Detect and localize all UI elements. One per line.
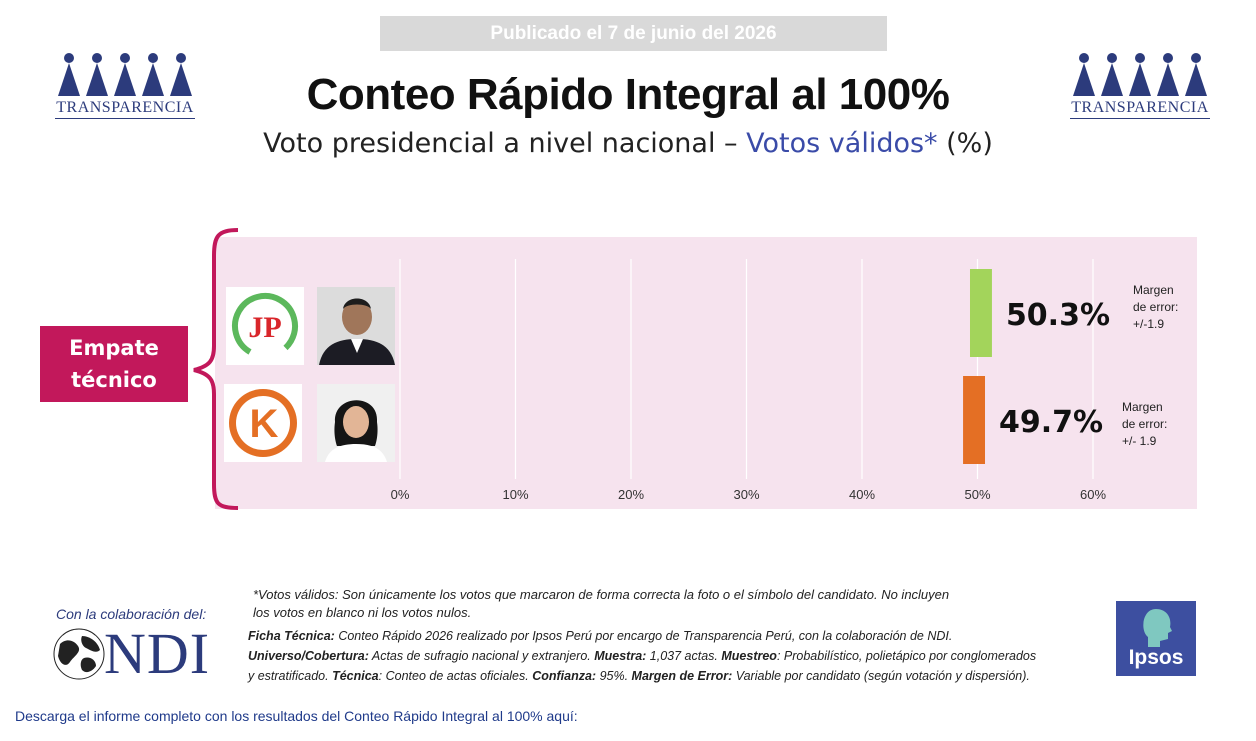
globe-icon — [53, 628, 105, 680]
x-tick-label: 40% — [849, 487, 875, 502]
curly-bracket — [193, 228, 239, 510]
x-tick-label: 20% — [618, 487, 644, 502]
votos-validos-note: *Votos válidos: Son únicamente los votos… — [253, 586, 1053, 622]
grid-lines — [399, 259, 1094, 479]
muestreo-label: Muestreo — [721, 649, 777, 663]
k-logo-icon: K — [229, 389, 297, 457]
page-subtitle: Voto presidencial a nivel nacional – Vot… — [200, 128, 1056, 159]
confianza-text: 95%. — [596, 669, 632, 683]
line3-start: y estratificado. — [248, 669, 333, 683]
margin-note-line: Margen — [1133, 283, 1174, 297]
jp-letters: JP — [248, 311, 281, 344]
subtitle-tail: (%) — [937, 128, 993, 159]
k-letter: K — [250, 402, 279, 446]
transparencia-logo-right: TRANSPARENCIA — [1070, 52, 1210, 124]
ficha-tecnica: Ficha Técnica: Conteo Rápido 2026 realiz… — [248, 626, 1098, 686]
person-silhouette-icon — [317, 287, 395, 365]
margin-note-line: +/- 1.9 — [1122, 434, 1157, 448]
x-tick-label: 0% — [391, 487, 410, 502]
margin-note-2: Margen de error: +/- 1.9 — [1122, 399, 1167, 450]
muestra-text: 1,037 actas. — [646, 649, 722, 663]
ficha-text: Conteo Rápido 2026 realizado por Ipsos P… — [334, 629, 953, 643]
ficha-line-1: Ficha Técnica: Conteo Rápido 2026 realiz… — [248, 626, 1098, 646]
logo-text: TRANSPARENCIA — [55, 99, 195, 119]
x-tick-label: 60% — [1080, 487, 1106, 502]
x-tick-label: 10% — [502, 487, 528, 502]
x-tick-label: 50% — [964, 487, 990, 502]
jp-logo-icon: JP — [232, 293, 298, 359]
votos-note-line-1: *Votos válidos: Son únicamente los votos… — [253, 587, 950, 602]
margin-note-1: Margen de error: +/-1.9 — [1133, 282, 1178, 333]
subtitle-accent: Votos válidos* — [746, 128, 938, 159]
badge-line-2: técnico — [71, 368, 157, 392]
ipsos-logo-text: Ipsos — [1128, 646, 1184, 669]
margin-note-line: +/-1.9 — [1133, 317, 1165, 331]
margen-label: Margen de Error: — [631, 669, 733, 683]
tecnica-text: : Conteo de actas oficiales. — [378, 669, 533, 683]
party-logo-k: K — [224, 384, 302, 462]
page-title: Conteo Rápido Integral al 100% — [306, 70, 950, 119]
chart-panel — [215, 237, 1197, 509]
margen-text: Variable por candidato (según votación y… — [732, 669, 1030, 683]
ficha-line-3: y estratificado. Técnica: Conteo de acta… — [248, 666, 1098, 686]
margin-note-line: de error: — [1122, 417, 1168, 431]
ficha-line-2: Universo/Cobertura: Actas de sufragio na… — [248, 646, 1098, 666]
muestra-label: Muestra: — [594, 649, 647, 663]
published-date-banner: Publicado el 7 de junio del 2026 — [380, 16, 887, 51]
collaboration-label: Con la colaboración del: — [56, 606, 207, 622]
transparencia-logo-left: TRANSPARENCIA — [55, 52, 195, 124]
x-tick-label: 30% — [733, 487, 759, 502]
empate-tecnico-badge: Empate técnico — [40, 326, 188, 402]
download-report-text: Descarga el informe completo con los res… — [15, 708, 578, 724]
bar-1 — [969, 269, 992, 357]
logo-text: TRANSPARENCIA — [1070, 99, 1210, 119]
confianza-label: Confianza: — [532, 669, 597, 683]
ipsos-logo: Ipsos — [1116, 601, 1196, 676]
muestreo-text: : Probabilístico, polietápico por conglo… — [776, 649, 1037, 663]
bar-value-label: 49.7% — [999, 405, 1103, 440]
ficha-label: Ficha Técnica: — [248, 629, 335, 643]
bars: 50.3% 49.7% — [963, 269, 1110, 464]
party-logo-jp: JP — [226, 287, 304, 365]
candidate-photo-2 — [317, 384, 395, 462]
badge-line-1: Empate — [69, 336, 159, 360]
universo-text: Actas de sufragio nacional y extranjero. — [368, 649, 595, 663]
bar-2 — [963, 376, 986, 464]
votos-note-line-2: los votos en blanco ni los votos nulos. — [253, 605, 472, 620]
bar-chart: 0% 10% 20% 30% 40% 50% 60% 50.3% 49.7% — [391, 259, 1110, 502]
tecnica-label: Técnica — [332, 669, 379, 683]
bar-value-label: 50.3% — [1006, 298, 1110, 333]
x-axis-ticks: 0% 10% 20% 30% 40% 50% 60% — [391, 487, 1107, 502]
ndi-logo-text: NDI — [104, 621, 211, 686]
margin-note-line: Margen — [1122, 400, 1163, 414]
person-silhouette-icon — [317, 384, 395, 462]
people-figures-icon — [1073, 53, 1207, 96]
candidate-photo-1 — [317, 287, 395, 365]
head-profile-icon — [1143, 609, 1172, 647]
people-figures-icon — [58, 53, 192, 96]
subtitle-main: Voto presidencial a nivel nacional – — [263, 128, 747, 159]
universo-label: Universo/Cobertura: — [248, 649, 369, 663]
margin-note-line: de error: — [1133, 300, 1179, 314]
